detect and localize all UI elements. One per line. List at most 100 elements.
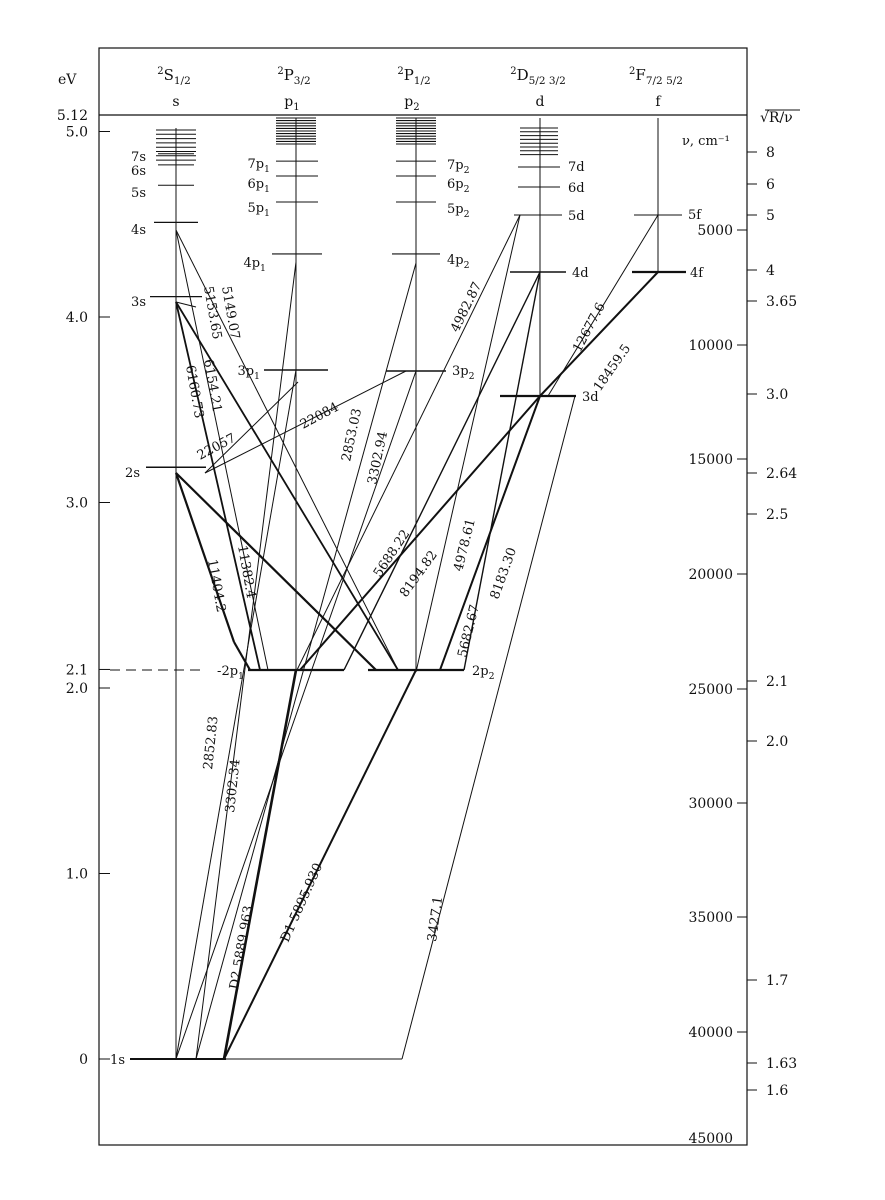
left-axis-tick-label: 3.0 (66, 496, 88, 512)
transition-label: 11404.2 (204, 558, 228, 614)
left-axis-tick-label: 2.0 (66, 681, 88, 697)
level-label: 6p2 (447, 177, 470, 195)
transition-line (401, 395, 576, 1060)
column-term-d: 2D5/2 3/2 (510, 66, 566, 87)
column-name-p2: p2 (404, 94, 419, 113)
right-axis-nu-label: 25000 (688, 682, 733, 698)
column-name-p1: p1 (284, 94, 299, 113)
transition-line (175, 229, 269, 671)
level-label: 4p2 (447, 253, 470, 271)
column-term-s: 2S1/2 (157, 66, 191, 87)
level-label: 4p1 (243, 256, 266, 274)
right-axis-nu-label: 30000 (688, 796, 733, 812)
transition-label: 5682.67 (455, 603, 483, 659)
level-label: 3d (582, 390, 599, 405)
level-label: 5f (688, 208, 702, 223)
level-label: 7p1 (247, 157, 270, 175)
right-axis-rv-unit: √R/ν (760, 110, 793, 126)
right-axis-rv-label: 3.0 (766, 387, 788, 403)
transition-label: 12677.6 (570, 300, 608, 355)
transition-label: 22057 (195, 431, 239, 464)
right-axis-rv-label: 4 (766, 263, 775, 279)
level-label: 4f (690, 266, 704, 281)
left-axis-unit: eV (58, 72, 77, 88)
right-axis-nu-label: 20000 (688, 567, 733, 583)
level-label: 1s (110, 1053, 125, 1068)
transition-label: 8183.30 (488, 546, 520, 602)
transition-line (463, 271, 541, 671)
transition-line (175, 301, 261, 671)
transition-line (343, 271, 541, 671)
right-axis-rv-label: 1.7 (766, 973, 788, 989)
level-label: 3s (131, 295, 146, 310)
level-label: 3p2 (452, 364, 475, 382)
level-label: 7s (131, 150, 146, 165)
column-name-d: d (536, 94, 545, 110)
level-label: 2p2 (472, 664, 495, 682)
right-axis-nu-label: 40000 (688, 1025, 733, 1041)
transition-line (204, 381, 299, 474)
level-label: -2p1 (217, 664, 244, 682)
right-axis-rv-label: 6 (766, 177, 775, 193)
level-label: 5s (131, 186, 146, 201)
transition-line (204, 370, 407, 474)
level-label: 3p1 (237, 364, 260, 382)
left-axis-tick-label: 5.0 (66, 125, 88, 141)
transition-label: 3302.34 (223, 758, 244, 813)
transition-line (175, 229, 399, 671)
right-axis-rv-label: 2.5 (766, 507, 788, 523)
right-axis-nu-label: 35000 (688, 910, 733, 926)
energy-levels (110, 117, 686, 1060)
transition-label: 2853.03 (339, 407, 365, 463)
level-label: 6p1 (247, 177, 270, 195)
level-label: 6s (131, 164, 146, 179)
column-term-f: 2F7/2 5/2 (629, 66, 683, 87)
level-label: 6d (568, 181, 585, 196)
right-axis-rv-label: 5 (766, 208, 775, 224)
transition-line (222, 669, 298, 1060)
level-label: 5d (568, 209, 585, 224)
transition-line (175, 301, 197, 308)
left-axis-tick-label: 1.0 (66, 867, 88, 883)
level-label: 2s (125, 466, 140, 481)
transition-label: 2852.83 (201, 715, 222, 770)
column-name-f: f (655, 94, 662, 110)
transition-label: 4982.87 (448, 280, 485, 335)
level-label: 4s (131, 223, 146, 238)
right-axis-nu-label: 15000 (688, 452, 733, 468)
right-axis-nu-label: 10000 (688, 338, 733, 354)
transition-line (175, 370, 417, 1060)
column-term-p2: 2P1/2 (397, 66, 430, 87)
right-axis-rv-label: 2.64 (766, 466, 797, 482)
right-axis-nu-unit: ν, cm⁻¹ (682, 134, 730, 149)
transition-line (195, 262, 417, 1060)
column-headers: 2S1/2 s 2P3/2 p1 2P1/2 p2 2D5/2 3/2 d 2F7/2 5/2 f (157, 66, 683, 113)
level-label: 7d (568, 160, 585, 175)
left-axis-tick-label: 5.12 (57, 108, 88, 124)
transition-line (415, 214, 521, 673)
transition-line (539, 271, 659, 397)
transition-label: D2 5889.963 (227, 905, 257, 991)
diagram-frame (98, 47, 748, 1146)
transition-line (295, 214, 521, 673)
right-axis: √R/ν ν, cm⁻¹ 8 6 5 4 3.65 3.0 2.64 2.5 2.1 2.0 1.7 1.… (682, 109, 800, 1147)
transition-label: 3427.1 (425, 895, 446, 942)
level-label: 5p2 (447, 202, 470, 220)
transition-line (299, 395, 541, 671)
right-axis-rv-label: 3.65 (766, 294, 797, 310)
transition-label: D1 5895.930 (278, 861, 326, 945)
right-axis-nu-label: 45000 (688, 1131, 733, 1147)
left-axis-tick-label: 2.1 (66, 662, 88, 678)
transition-line (174, 472, 236, 643)
transitions (174, 214, 659, 1060)
transition-label: 22084 (298, 400, 342, 433)
column-term-p1: 2P3/2 (277, 66, 310, 87)
right-axis-rv-label: 8 (766, 145, 775, 161)
right-axis-rv-label: 2.1 (766, 674, 788, 690)
transition-line (223, 669, 417, 1060)
left-axis-tick-label: 4.0 (66, 310, 88, 326)
right-axis-rv-label: 1.6 (766, 1083, 788, 1099)
right-axis-rv-label: 1.63 (766, 1056, 797, 1072)
